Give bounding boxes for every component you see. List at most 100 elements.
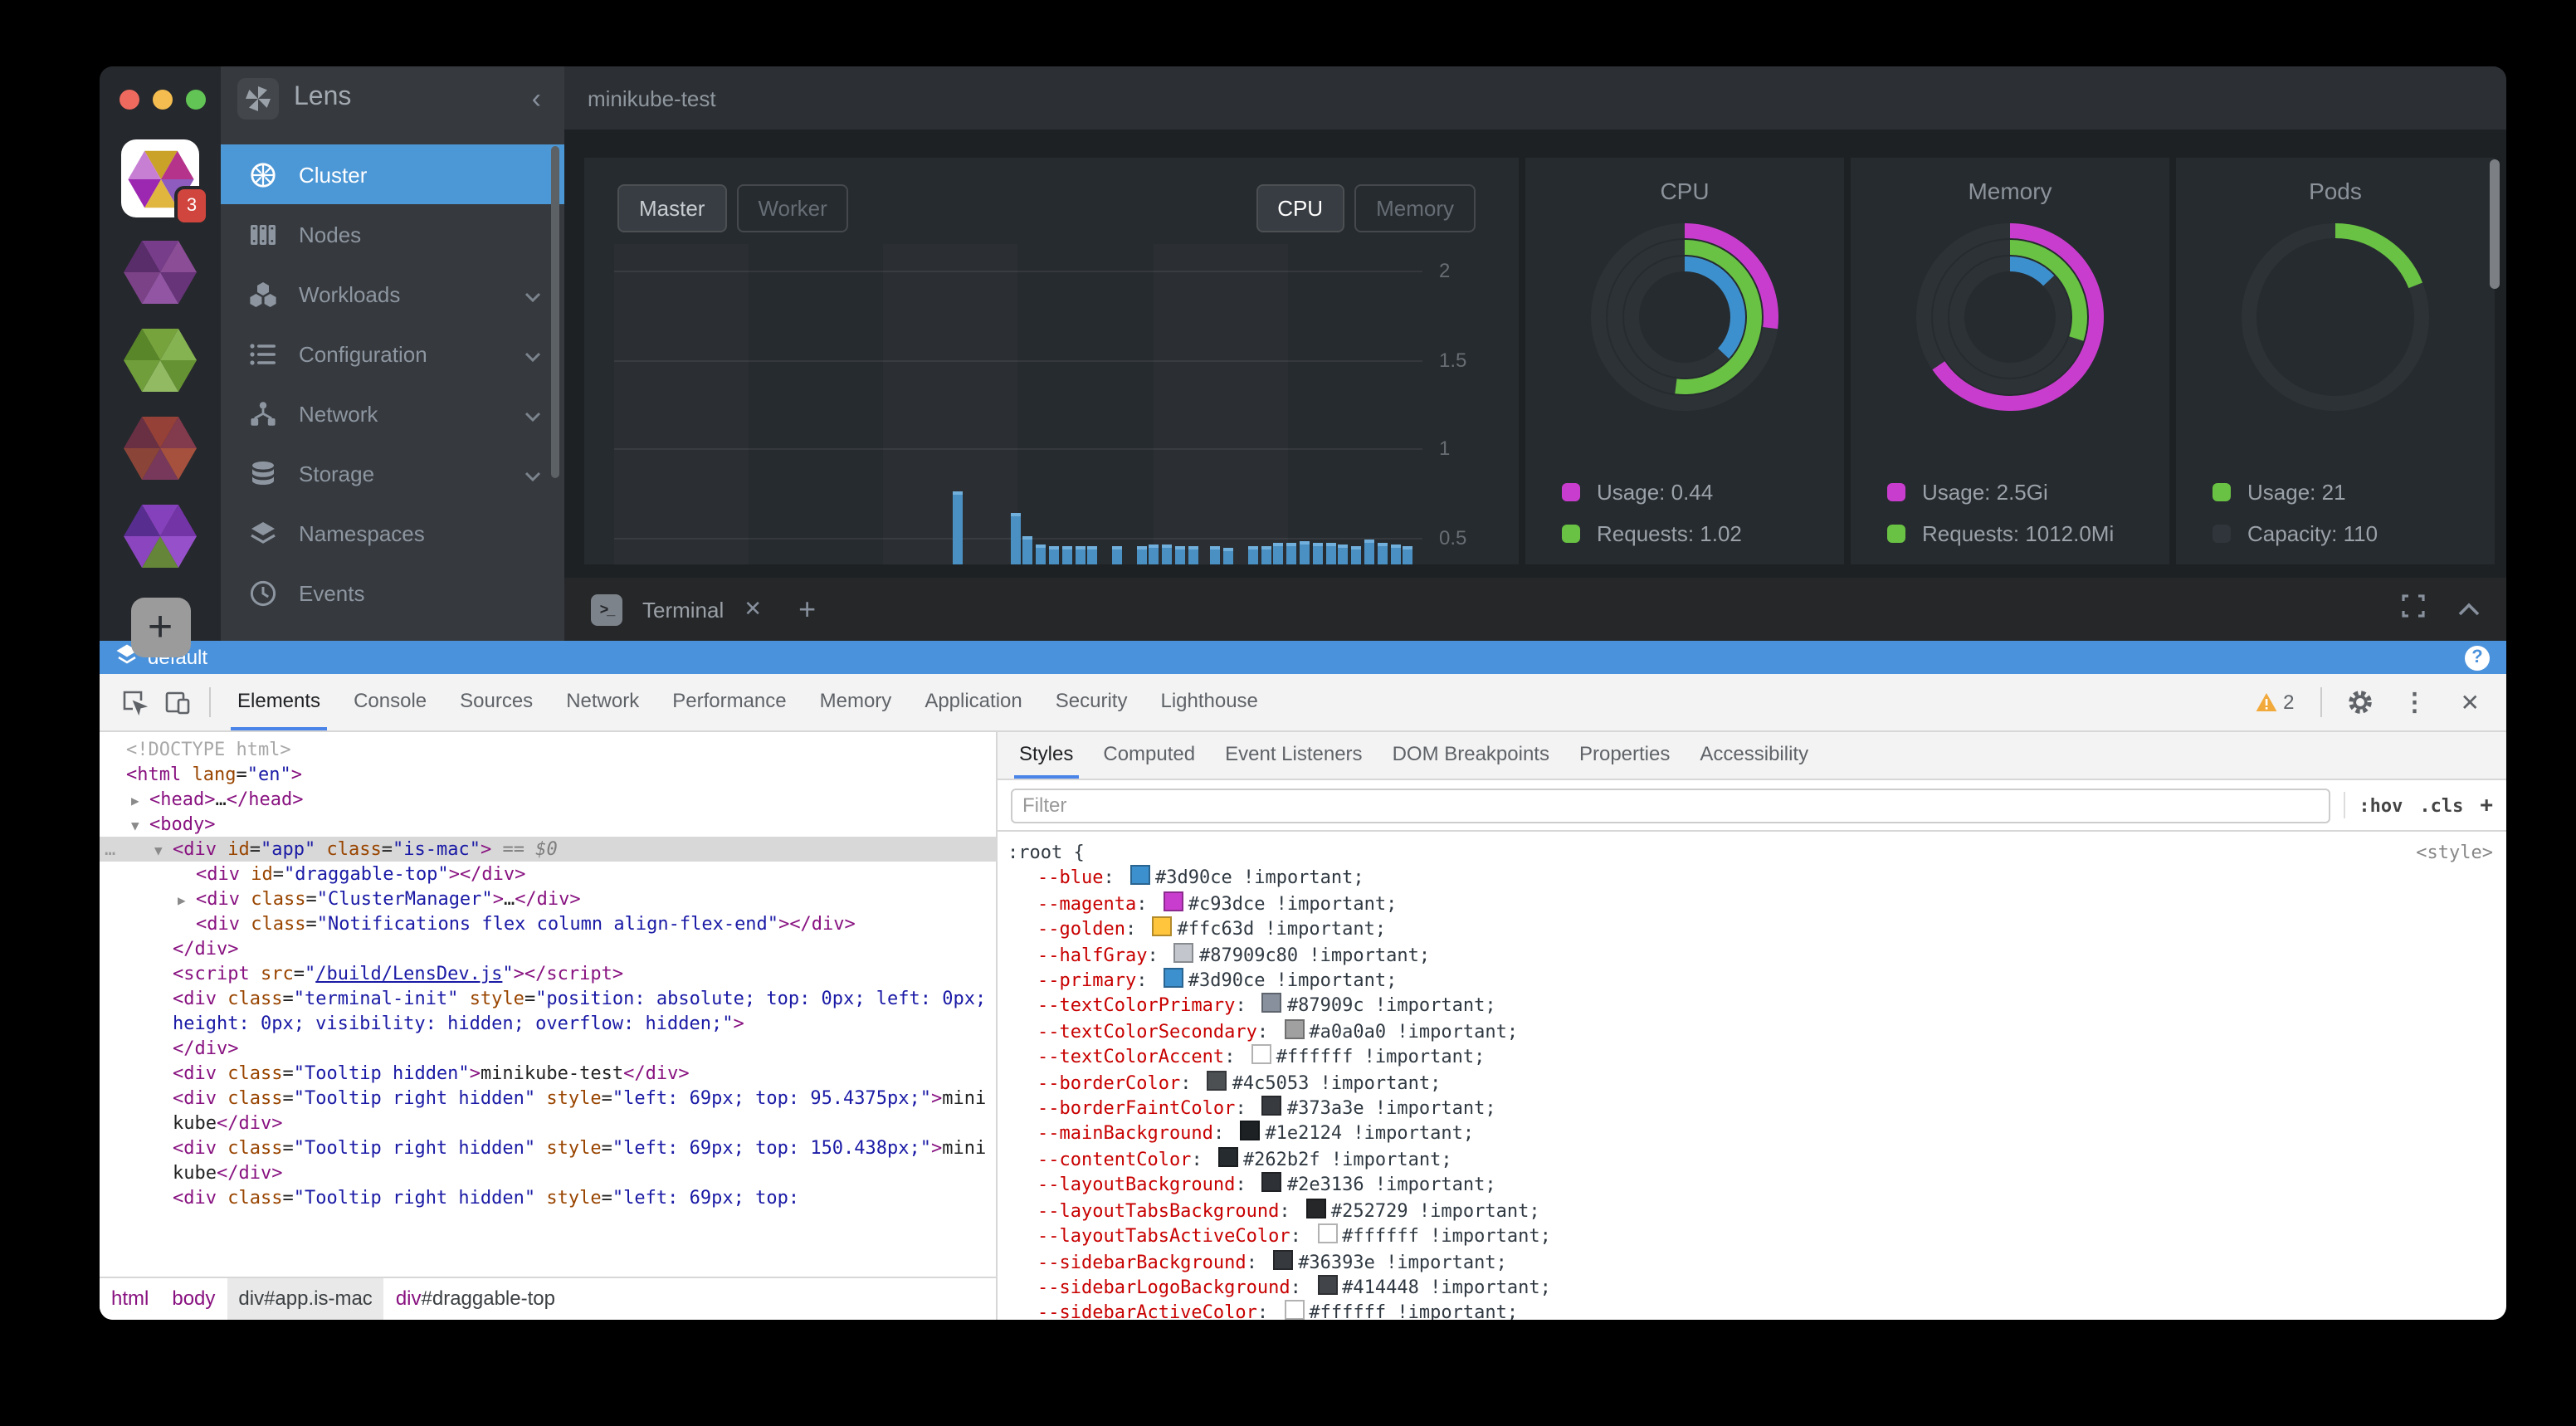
terminal-tab[interactable]: Terminal xyxy=(642,597,724,622)
fullscreen-icon[interactable] xyxy=(2402,593,2425,625)
css-property-row[interactable]: --sidebarActiveColor: #ffffff !important… xyxy=(1007,1300,2506,1320)
breadcrumb-item[interactable]: div#app.is-mac xyxy=(227,1278,384,1320)
color-swatch[interactable] xyxy=(1261,1172,1282,1193)
styles-control-cls[interactable]: .cls xyxy=(2419,794,2464,816)
code-line[interactable]: <div class="Tooltip right hidden" style=… xyxy=(173,1187,800,1209)
code-line[interactable]: <div class="terminal-init" style="positi… xyxy=(173,988,987,1034)
css-property-row[interactable]: --borderFaintColor: #373a3e !important; xyxy=(1037,1096,1496,1120)
code-line[interactable]: <!DOCTYPE html> xyxy=(126,739,291,760)
devtools-tab-application[interactable]: Application xyxy=(925,689,1022,712)
css-property-row[interactable]: --sidebarBackground: #36393e !important; xyxy=(1037,1249,1507,1272)
expand-arrow-icon[interactable]: ▶ xyxy=(131,794,139,808)
color-swatch[interactable] xyxy=(1317,1274,1338,1295)
devtools-tab-network[interactable]: Network xyxy=(566,689,640,712)
sidebar-item-namespaces[interactable]: Namespaces xyxy=(221,503,564,563)
devtools-tab-performance[interactable]: Performance xyxy=(672,689,787,712)
code-line[interactable]: <div id="draggable-top"></div> xyxy=(196,863,526,885)
devtools-tab-security[interactable]: Security xyxy=(1055,689,1128,712)
code-line[interactable]: <div class="Tooltip right hidden" style=… xyxy=(173,1087,987,1134)
styles-tab-dom-breakpoints[interactable]: DOM Breakpoints xyxy=(1392,742,1549,765)
css-property-row[interactable]: --primary: #3d90ce !important; xyxy=(1037,968,1398,992)
sidebar-item-workloads[interactable]: Workloads xyxy=(221,264,564,324)
code-line[interactable]: <html lang="en"> xyxy=(126,764,302,785)
devtools-tab-console[interactable]: Console xyxy=(354,689,427,712)
sidebar-scrollbar[interactable] xyxy=(551,146,559,478)
sidebar-item-events[interactable]: Events xyxy=(221,563,564,623)
cluster-icon[interactable] xyxy=(123,503,198,569)
color-swatch[interactable] xyxy=(1251,1044,1271,1065)
devtools-tab-lighthouse[interactable]: Lighthouse xyxy=(1160,689,1258,712)
styles-control-new-rule[interactable]: + xyxy=(2480,793,2493,818)
code-line[interactable]: <div class="Tooltip hidden">minikube-tes… xyxy=(173,1062,690,1084)
devtools-tab-memory[interactable]: Memory xyxy=(819,689,892,712)
collapse-arrow-icon[interactable]: ▼ xyxy=(131,818,139,833)
css-property-row[interactable]: --textColorPrimary: #87909c !important; xyxy=(1037,993,1496,1017)
styles-tab-event-listeners[interactable]: Event Listeners xyxy=(1225,742,1363,765)
color-swatch[interactable] xyxy=(1130,865,1150,886)
sidebar-item-storage[interactable]: Storage xyxy=(221,443,564,503)
css-property-row[interactable]: --magenta: #c93dce !important; xyxy=(1037,891,1398,915)
css-property-row[interactable]: --textColorSecondary: #a0a0a0 !important… xyxy=(1037,1018,1519,1043)
sidebar-collapse-icon[interactable]: ‹ xyxy=(531,82,541,114)
color-swatch[interactable] xyxy=(1261,1096,1282,1116)
css-property-row[interactable]: --sidebarLogoBackground: #414448 !import… xyxy=(1037,1274,1551,1298)
color-swatch[interactable] xyxy=(1261,993,1282,1013)
sidebar-item-configuration[interactable]: Configuration xyxy=(221,324,564,383)
metric-tab-cpu-button[interactable]: CPU xyxy=(1256,184,1345,232)
color-swatch[interactable] xyxy=(1273,1249,1294,1269)
cluster-icon[interactable] xyxy=(123,327,198,393)
devtools-menu-icon[interactable]: ⋮ xyxy=(2402,689,2427,717)
css-property-row[interactable]: --halfGray: #87909c80 !important; xyxy=(1037,942,1431,966)
color-swatch[interactable] xyxy=(1207,1070,1227,1091)
cluster-icon[interactable] xyxy=(123,415,198,481)
code-line[interactable]: <script src="/build/LensDev.js"></script… xyxy=(173,963,624,984)
breadcrumb-item[interactable]: html xyxy=(111,1287,149,1310)
expand-arrow-icon[interactable]: ▶ xyxy=(178,893,186,908)
metric-tab-memory-button[interactable]: Memory xyxy=(1354,184,1476,232)
css-property-row[interactable]: --contentColor: #262b2f !important; xyxy=(1037,1146,1452,1170)
devtools-tab-elements[interactable]: Elements xyxy=(221,674,337,730)
color-swatch[interactable] xyxy=(1284,1018,1305,1039)
code-line[interactable]: ▼ <body> xyxy=(100,812,996,837)
settings-gear-icon[interactable] xyxy=(2339,681,2383,724)
code-line[interactable]: </div> xyxy=(173,938,239,960)
css-property-row[interactable]: --layoutBackground: #2e3136 !important; xyxy=(1037,1172,1496,1196)
code-line[interactable]: </div> xyxy=(173,1038,239,1059)
cluster-icon[interactable] xyxy=(123,239,198,305)
color-swatch[interactable] xyxy=(1317,1223,1338,1244)
sidebar-item-nodes[interactable]: Nodes xyxy=(221,204,564,264)
code-line[interactable]: ▶ <div class="ClusterManager">…</div> xyxy=(100,886,996,911)
css-property-row[interactable]: --layoutTabsBackground: #252729 !importa… xyxy=(1037,1198,1540,1222)
sidebar-item-cluster[interactable]: Cluster xyxy=(221,144,564,204)
css-property-row[interactable]: --blue: #3d90ce !important; xyxy=(1037,865,1364,889)
collapse-arrow-icon[interactable]: ▼ xyxy=(154,843,163,858)
breadcrumb-item[interactable]: body xyxy=(172,1287,216,1310)
styles-control-hov[interactable]: :hov xyxy=(2359,794,2403,816)
cluster-icon-active[interactable]: 3 xyxy=(121,139,209,226)
new-terminal-icon[interactable]: + xyxy=(798,592,817,625)
color-swatch[interactable] xyxy=(1284,1300,1305,1320)
color-swatch[interactable] xyxy=(1240,1121,1261,1141)
node-tab-master-button[interactable]: Master xyxy=(617,184,727,232)
color-swatch[interactable] xyxy=(1305,1198,1326,1218)
breadcrumb-item[interactable]: div#draggable-top xyxy=(395,1287,555,1310)
styles-tab-properties[interactable]: Properties xyxy=(1578,742,1671,765)
color-swatch[interactable] xyxy=(1173,942,1194,963)
console-warnings-badge[interactable]: 2 xyxy=(2245,691,2304,714)
help-icon[interactable]: ? xyxy=(2465,645,2490,670)
css-property-row[interactable]: --textColorAccent: #ffffff !important; xyxy=(1037,1044,1486,1068)
css-property-row[interactable]: --golden: #ffc63d !important; xyxy=(1037,916,1387,940)
code-line[interactable]: <div class="Notifications flex column al… xyxy=(196,913,856,935)
css-property-row[interactable]: --borderColor: #4c5053 !important; xyxy=(1037,1070,1442,1094)
code-line[interactable]: ▼… <div id="app" class="is-mac"> == $0 xyxy=(100,837,996,862)
node-tab-worker-button[interactable]: Worker xyxy=(736,184,849,232)
zoom-button[interactable] xyxy=(186,90,206,110)
css-property-row[interactable]: --layoutTabsActiveColor: #ffffff !import… xyxy=(1037,1223,1551,1248)
device-toolbar-icon[interactable] xyxy=(156,681,199,724)
code-line[interactable]: ▶ <head>…</head> xyxy=(100,787,996,812)
color-swatch[interactable] xyxy=(1163,968,1183,989)
sidebar-item-network[interactable]: Network xyxy=(221,383,564,443)
terminal-close-icon[interactable]: ✕ xyxy=(744,596,763,621)
devtools-tab-sources[interactable]: Sources xyxy=(460,689,534,712)
inspect-element-icon[interactable] xyxy=(113,681,156,724)
